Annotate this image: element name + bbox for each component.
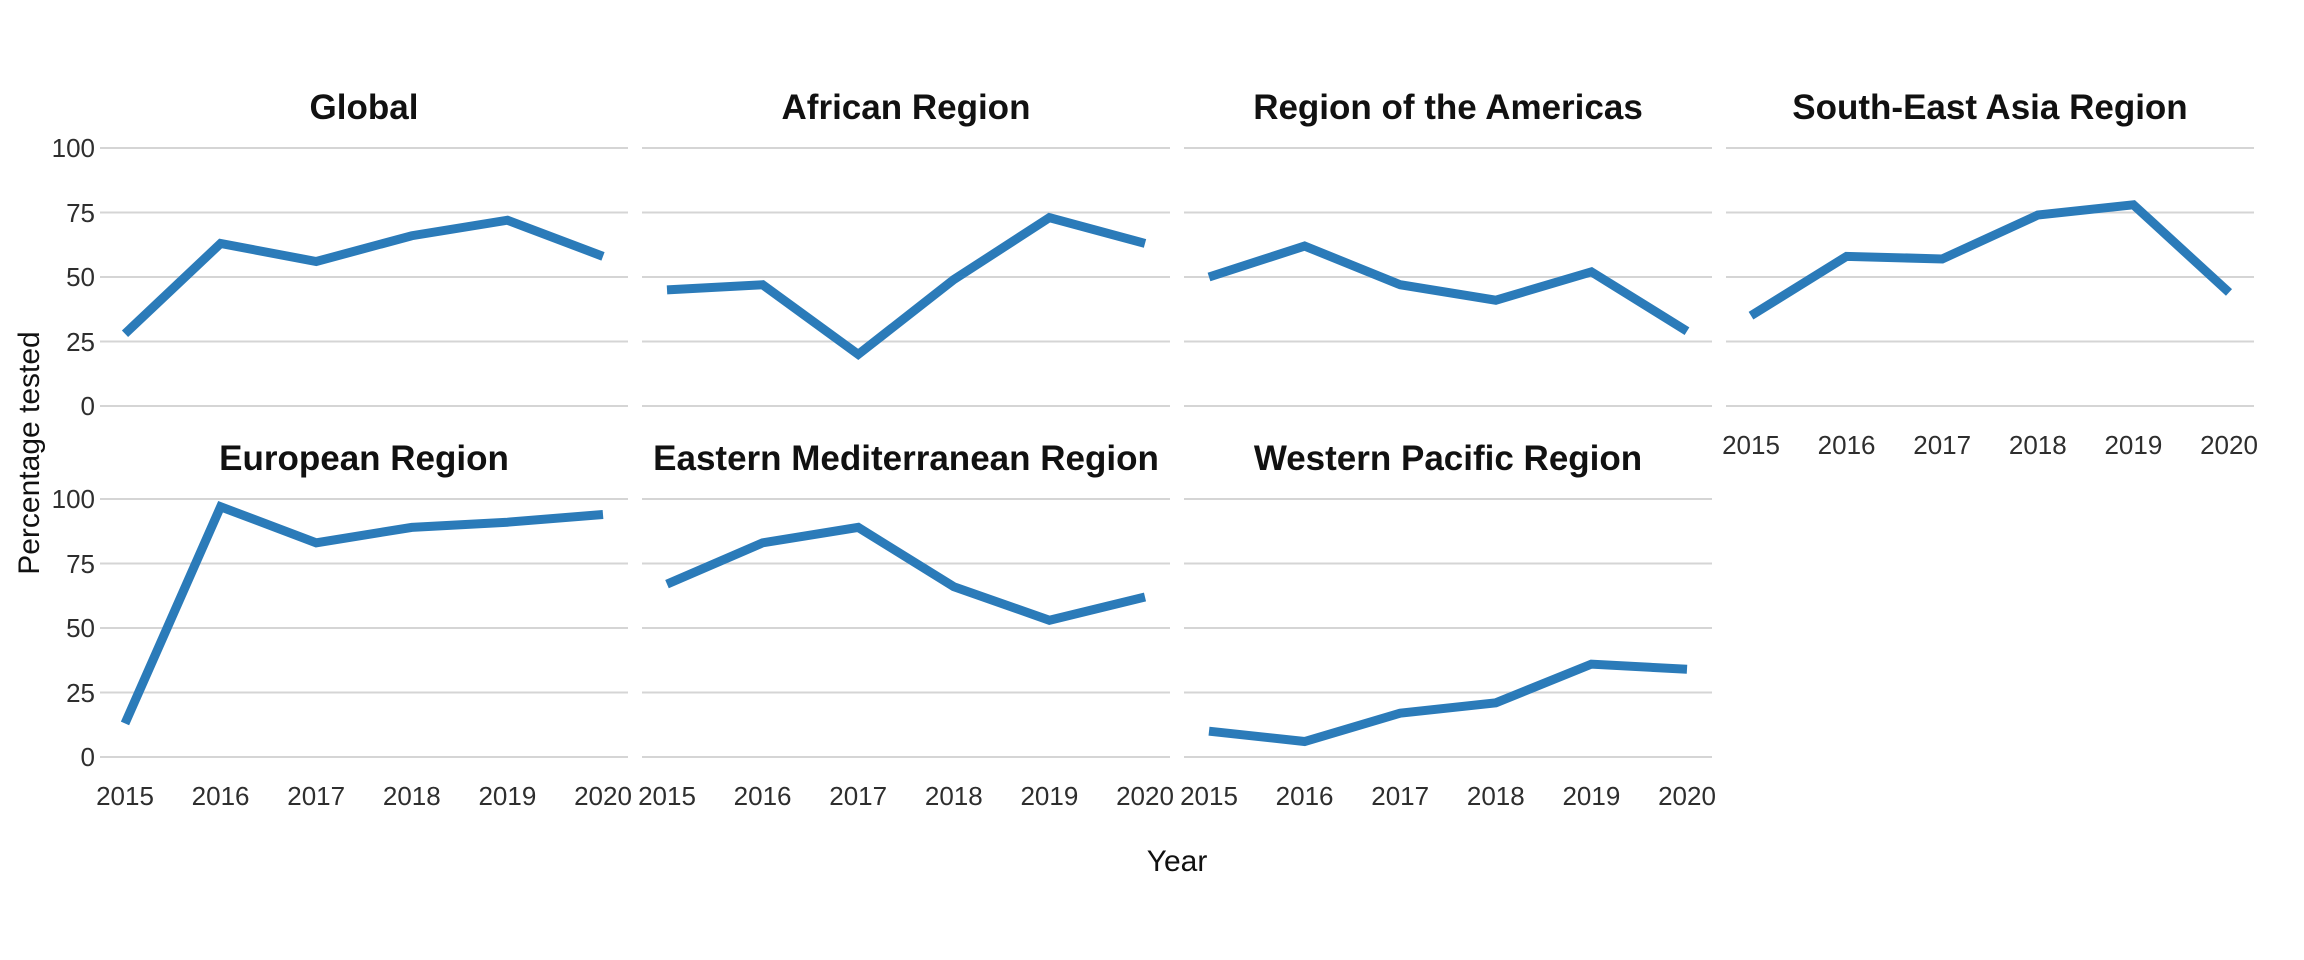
x-tick-label: 2019	[478, 781, 537, 811]
panel-title: European Region	[219, 439, 509, 478]
x-tick-label: 2018	[1466, 781, 1525, 811]
y-tick-label: 50	[66, 262, 95, 292]
y-tick-label: 0	[80, 742, 95, 772]
panel-title: Region of the Americas	[1253, 88, 1643, 127]
x-tick-label: 2015	[638, 781, 696, 811]
trend-line	[121, 215, 605, 338]
panel-title: Global	[309, 88, 419, 127]
x-axis-title: Year	[1146, 845, 1208, 878]
panel-plot	[100, 498, 628, 758]
x-tick-label: 2017	[287, 781, 346, 811]
panel-title: Western Pacific Region	[1253, 439, 1643, 478]
x-tick-label: 2016	[1275, 781, 1334, 811]
panel-title: African Region	[781, 88, 1031, 127]
x-tick-label: 2017	[1913, 430, 1972, 460]
x-tick-label: 2015	[1722, 430, 1780, 460]
y-tick-label: 100	[51, 133, 95, 163]
x-tick-label: 2020	[1658, 781, 1716, 811]
x-tick-label: 2019	[2104, 430, 2163, 460]
x-tick-label: 2020	[574, 781, 632, 811]
x-tick-label: 2018	[924, 781, 983, 811]
y-tick-label: 25	[66, 326, 95, 357]
trend-line	[665, 522, 1147, 625]
panel-plot	[642, 498, 1170, 758]
y-tick-label: 25	[66, 677, 95, 708]
x-tick-label: 2016	[733, 781, 792, 811]
x-tick-label: 2016	[1817, 430, 1876, 460]
trend-line	[1208, 659, 1688, 747]
x-tick-label: 2018	[382, 781, 441, 811]
panel-title: South-East Asia Region	[1792, 88, 2188, 127]
y-tick-label: 100	[51, 484, 95, 514]
trend-line	[120, 501, 604, 726]
panel-plot	[1184, 498, 1712, 758]
x-tick-label: 2017	[829, 781, 888, 811]
x-tick-label: 2019	[1562, 781, 1621, 811]
panel-plot	[642, 147, 1170, 407]
panel-title: Eastern Mediterranean Region	[653, 439, 1159, 478]
x-tick-label: 2020	[2200, 430, 2258, 460]
panel-plot	[1184, 147, 1712, 407]
x-tick-label: 2017	[1371, 781, 1430, 811]
y-tick-label: 75	[66, 197, 95, 228]
y-tick-label: 0	[80, 391, 95, 421]
x-tick-label: 2018	[2008, 430, 2067, 460]
trend-line	[1748, 200, 2233, 320]
x-tick-label: 2016	[191, 781, 250, 811]
trend-line	[1207, 241, 1690, 336]
panel-plot	[100, 147, 628, 407]
panel-plot	[1726, 147, 2254, 407]
y-axis-title: Percentage tested	[13, 331, 46, 575]
x-tick-label: 2020	[1116, 781, 1174, 811]
x-tick-label: 2015	[96, 781, 154, 811]
y-tick-label: 50	[66, 613, 95, 643]
x-tick-label: 2019	[1020, 781, 1079, 811]
x-tick-label: 2015	[1180, 781, 1238, 811]
y-tick-label: 75	[66, 548, 95, 579]
trend-line	[666, 212, 1147, 361]
